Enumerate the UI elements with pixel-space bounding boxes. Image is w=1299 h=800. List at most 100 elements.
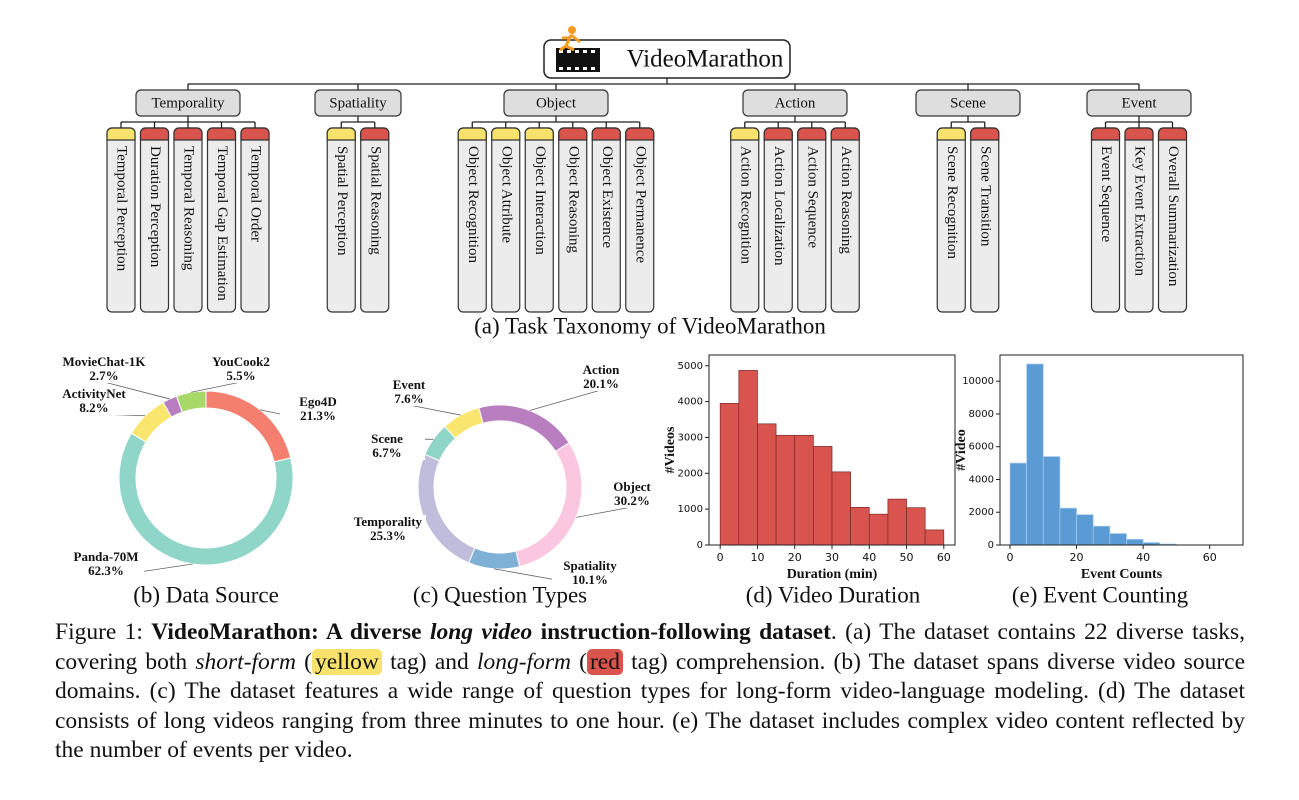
x-tick-label: 60 (1203, 551, 1217, 564)
task-label: Action Reasoning (838, 146, 854, 254)
slice-label: YouCook2 (212, 354, 270, 369)
hist-bar (1126, 538, 1144, 546)
task-tag (1090, 127, 1121, 141)
category-label: Event (1122, 95, 1158, 111)
task-label: Spatial Reasoning (367, 146, 383, 255)
hist-bar (775, 434, 796, 546)
slice-label: MovieChat-1K (62, 354, 146, 369)
task-label: Temporal Reasoning (181, 146, 197, 271)
hist-bar (1109, 533, 1127, 546)
label-bg (594, 480, 670, 508)
y-tick-label: 4000 (969, 474, 994, 485)
label-bg (203, 355, 279, 383)
category-label: Action (775, 95, 816, 111)
slice-label: ActivityNet (62, 386, 126, 401)
y-tick-label: 6000 (969, 442, 994, 453)
label-bg (552, 559, 628, 587)
slice-value: 30.2% (614, 493, 650, 508)
caption-text: Figure 1: (55, 619, 143, 645)
leader-line (408, 404, 461, 416)
task-tag (457, 127, 487, 141)
task-label: Action Recognition (737, 146, 753, 264)
task-tag (730, 127, 760, 141)
slice-label: Event (393, 377, 426, 392)
task-label: Action Localization (771, 146, 787, 266)
task-label: Spatial Perception (334, 146, 350, 256)
leader-line (103, 381, 170, 400)
donut-slice (417, 453, 476, 564)
caption-italic: long-form (476, 648, 571, 675)
slice-value: 10.1% (572, 572, 608, 587)
y-tick-label: 4000 (678, 397, 703, 408)
label-bg (280, 395, 356, 423)
slice-value: 20.1% (583, 376, 619, 391)
task-label: Overall Summarization (1165, 146, 1181, 287)
x-tick-label: 30 (825, 551, 839, 564)
task-label: Scene Recognition (944, 146, 960, 259)
task-tag (797, 127, 827, 141)
x-axis-label: Event Counts (1081, 567, 1163, 582)
task-tag (936, 127, 966, 141)
y-tick-label: 5000 (678, 361, 703, 372)
caption-bold: VideoMarathon: A diverse (151, 619, 422, 645)
caption-bold-italic: long video (429, 619, 533, 645)
donut-slice (444, 407, 484, 439)
subcaption: (d) Video Duration (746, 582, 921, 607)
donut-slice (468, 547, 521, 570)
y-tick-label: 0 (988, 540, 994, 551)
yellow-tag: yellow (311, 648, 382, 675)
caption-text: tag) comprehension. (b) The dataset span… (55, 648, 1246, 764)
x-tick-label: 0 (1006, 551, 1013, 564)
root-label: VideoMarathon (627, 46, 784, 73)
task-label: Duration Perception (147, 146, 163, 268)
hist-bar (1026, 363, 1044, 546)
task-label: Object Existence (599, 146, 615, 248)
caption-bold: instruction-following dataset (540, 619, 831, 645)
slice-label: Panda-70M (74, 549, 139, 564)
task-tag (240, 127, 270, 141)
subcaption: (b) Data Source (133, 582, 279, 607)
task-tag (360, 127, 390, 141)
hist-bar (738, 370, 758, 546)
task-label: Key Event Extraction (1132, 146, 1148, 276)
hist-bar (1042, 456, 1061, 546)
task-tag (830, 127, 860, 141)
hist-bar (1092, 525, 1111, 546)
slice-value: 6.7% (372, 445, 401, 460)
task-tag (139, 127, 170, 141)
hist-bar (757, 423, 777, 546)
x-tick-label: 60 (937, 551, 951, 564)
slice-value: 62.3% (88, 563, 124, 578)
slice-label: Action (583, 362, 621, 377)
category-label: Temporality (151, 95, 225, 111)
x-tick-label: 50 (900, 551, 914, 564)
task-tag (326, 127, 356, 141)
slice-value: 2.7% (89, 368, 118, 383)
task-label: Event Sequence (1098, 146, 1114, 243)
leader-line (576, 506, 633, 518)
donut-slice (515, 442, 583, 568)
hist-bar (868, 513, 889, 546)
y-tick-label: 8000 (969, 409, 994, 420)
donut-slice (130, 401, 173, 443)
category-label: Object (536, 95, 577, 111)
x-tick-label: 20 (788, 551, 802, 564)
hist-bar (831, 471, 851, 546)
taxonomy-caption: (a) Task Taxonomy of VideoMarathon (474, 313, 826, 338)
task-label: Object Reasoning (565, 146, 581, 254)
slice-label: Object (613, 479, 651, 494)
slice-label: Spatiality (563, 558, 617, 573)
plot-frame (999, 354, 1244, 546)
hist-bar (924, 529, 945, 546)
root-icon (556, 26, 600, 72)
y-tick-label: 2000 (969, 507, 994, 518)
subcaption: (c) Question Types (413, 582, 587, 607)
task-label: Object Recognition (465, 146, 481, 264)
y-tick-label: 2000 (678, 468, 703, 479)
task-label: Temporal Order (248, 146, 264, 242)
label-bg (371, 378, 447, 406)
leader-line (190, 381, 242, 393)
slice-value: 21.3% (300, 408, 336, 423)
task-tag (173, 127, 203, 141)
